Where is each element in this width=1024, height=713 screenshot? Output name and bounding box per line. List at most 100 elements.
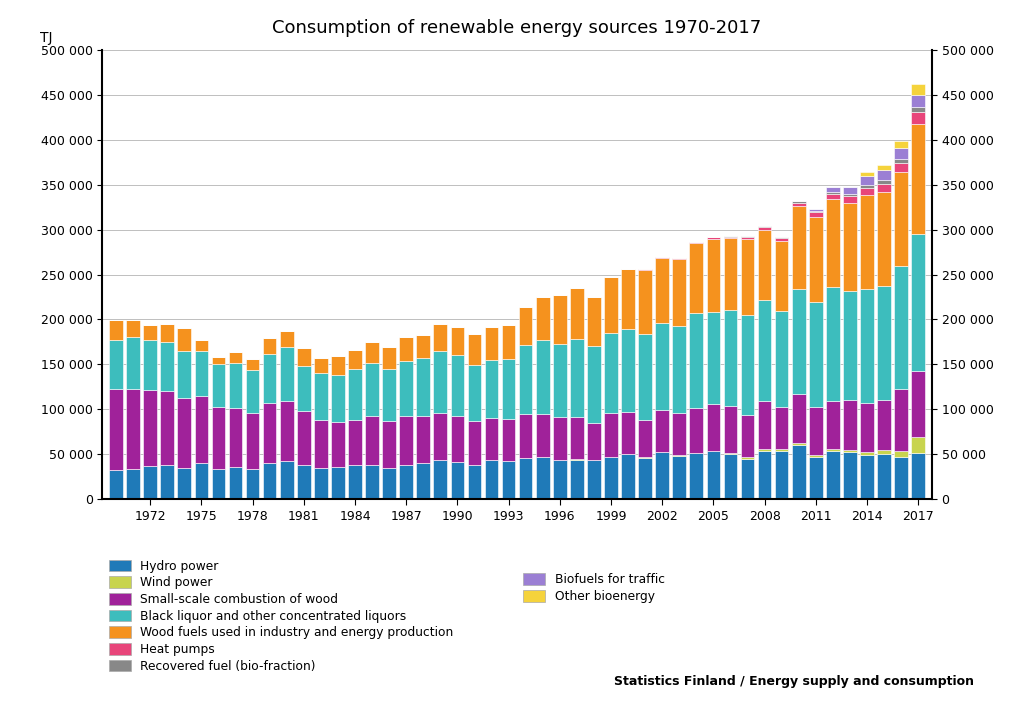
Bar <box>826 194 840 200</box>
Bar <box>161 465 174 499</box>
Bar <box>110 471 123 499</box>
Bar <box>177 327 191 351</box>
Bar <box>894 451 908 457</box>
Bar <box>689 453 703 499</box>
Bar <box>263 354 276 403</box>
Bar <box>638 420 652 458</box>
Bar <box>468 465 481 499</box>
Bar <box>433 324 447 351</box>
Bar <box>843 197 857 202</box>
Bar <box>417 334 430 358</box>
Bar <box>809 455 822 457</box>
Bar <box>809 212 822 217</box>
Bar <box>212 468 225 499</box>
Bar <box>655 410 669 452</box>
Bar <box>484 327 499 360</box>
Bar <box>502 359 515 419</box>
Bar <box>792 443 806 445</box>
Bar <box>826 401 840 449</box>
Bar <box>570 288 584 339</box>
Bar <box>246 359 259 370</box>
Bar <box>792 289 806 394</box>
Bar <box>911 108 925 112</box>
Bar <box>758 451 771 499</box>
Bar <box>843 401 857 450</box>
Bar <box>110 389 123 471</box>
Bar <box>826 287 840 401</box>
Bar <box>655 452 669 499</box>
Bar <box>502 461 515 499</box>
Bar <box>860 188 873 195</box>
Bar <box>314 358 328 374</box>
Bar <box>331 375 345 422</box>
Bar <box>468 365 481 421</box>
Bar <box>860 185 873 188</box>
Bar <box>860 195 873 289</box>
Bar <box>604 333 617 413</box>
Bar <box>195 396 208 463</box>
Bar <box>604 457 617 499</box>
Bar <box>860 289 873 404</box>
Bar <box>366 416 379 465</box>
Bar <box>228 409 243 467</box>
Bar <box>468 421 481 465</box>
Bar <box>348 420 361 465</box>
Bar <box>212 357 225 364</box>
Bar <box>860 175 873 185</box>
Bar <box>775 451 788 499</box>
Bar <box>878 450 891 454</box>
Bar <box>126 320 140 337</box>
Bar <box>553 295 566 344</box>
Bar <box>212 407 225 468</box>
Bar <box>126 389 140 469</box>
Bar <box>570 460 584 499</box>
Bar <box>758 401 771 449</box>
Bar <box>297 348 310 366</box>
Legend: Biofuels for traffic, Other bioenergy: Biofuels for traffic, Other bioenergy <box>523 573 665 603</box>
Bar <box>775 237 788 241</box>
Bar <box>826 451 840 499</box>
Bar <box>894 389 908 451</box>
Bar <box>348 350 361 369</box>
Bar <box>536 414 550 457</box>
Bar <box>297 366 310 411</box>
Bar <box>143 466 157 499</box>
Bar <box>451 416 464 462</box>
Bar <box>894 457 908 499</box>
Bar <box>894 163 908 172</box>
Bar <box>878 170 891 180</box>
Bar <box>246 413 259 468</box>
Bar <box>280 401 294 461</box>
Bar <box>587 461 601 499</box>
Bar <box>894 172 908 267</box>
Bar <box>878 286 891 400</box>
Bar <box>263 403 276 463</box>
Bar <box>143 325 157 340</box>
Bar <box>809 457 822 499</box>
Bar <box>451 462 464 499</box>
Bar <box>758 300 771 401</box>
Bar <box>673 259 686 326</box>
Bar <box>451 327 464 355</box>
Bar <box>622 454 635 499</box>
Bar <box>143 340 157 391</box>
Bar <box>843 187 857 194</box>
Bar <box>911 84 925 95</box>
Bar <box>724 238 737 310</box>
Bar <box>382 468 396 499</box>
Bar <box>331 356 345 375</box>
Bar <box>740 236 755 237</box>
Bar <box>724 454 737 499</box>
Bar <box>792 206 806 289</box>
Bar <box>468 334 481 365</box>
Bar <box>280 347 294 401</box>
Bar <box>894 267 908 389</box>
Bar <box>878 184 891 192</box>
Bar <box>433 413 447 461</box>
Bar <box>246 468 259 499</box>
Bar <box>843 450 857 452</box>
Bar <box>707 239 720 312</box>
Bar <box>331 422 345 467</box>
Bar <box>399 361 413 416</box>
Bar <box>724 310 737 406</box>
